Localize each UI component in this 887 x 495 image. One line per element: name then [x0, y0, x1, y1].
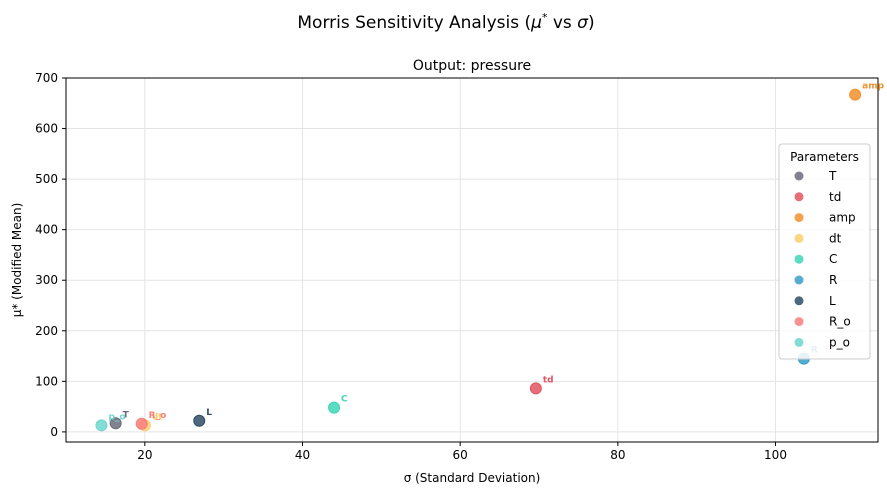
legend: Parameters Ttd amp dt CRL R_o p_o [778, 143, 871, 360]
x-tick-label: 80 [610, 448, 625, 462]
legend-label-l: L [829, 294, 836, 308]
point-p-o [95, 419, 108, 432]
y-tick-label: 100 [35, 374, 58, 388]
legend-marker-l [794, 296, 804, 306]
y-tick-label: 200 [35, 324, 58, 338]
point-t [109, 417, 122, 430]
y-tick-label: 300 [35, 273, 58, 287]
point-label-t: T [123, 410, 130, 420]
legend-label-p-o: p_o [829, 335, 850, 349]
legend-title: Parameters [790, 150, 859, 164]
legend-marker-r [794, 275, 804, 285]
x-tick-label: 40 [295, 448, 310, 462]
point-label-r-o: R_o [149, 411, 167, 421]
x-tick-label: 100 [764, 448, 787, 462]
point-c [328, 401, 341, 414]
point-amp [849, 88, 862, 101]
x-tick-label: 20 [137, 448, 152, 462]
legend-box [778, 143, 871, 360]
x-tick-label: 60 [453, 448, 468, 462]
x-axis-label: σ (Standard Deviation) [404, 471, 541, 485]
legend-label-amp: amp [829, 211, 856, 225]
y-tick-label: 500 [35, 172, 58, 186]
grid-lines [66, 77, 878, 442]
legend-label-t: T [828, 169, 837, 183]
legend-marker-p-o [794, 337, 804, 347]
point-r-o [135, 417, 148, 430]
point-label-dt: dt [152, 412, 163, 422]
y-tick-label: 700 [35, 71, 58, 85]
legend-marker-amp [794, 213, 804, 223]
y-tick-label: 0 [50, 425, 58, 439]
data-points [95, 88, 862, 432]
chart-title: Output: pressure [413, 58, 531, 74]
y-tick-label: 600 [35, 122, 58, 136]
legend-marker-dt [794, 233, 804, 243]
legend-label-r: R [829, 273, 837, 287]
y-axis-label: μ* (Modified Mean) [10, 203, 24, 318]
legend-marker-r-o [794, 317, 804, 327]
legend-label-c: C [829, 252, 837, 266]
point-td [529, 382, 542, 395]
legend-marker-t [794, 171, 804, 181]
legend-label-r-o: R_o [829, 315, 851, 329]
plot-area-frame [65, 77, 879, 443]
axis-ticks: 20 40 60 80 100 0 100 200 300 400 500 600 700 [35, 71, 787, 462]
point-label-amp: amp [862, 82, 884, 92]
point-label-td: td [543, 375, 554, 385]
legend-marker-c [794, 254, 804, 264]
point-label-p-o: p_o [108, 412, 125, 422]
y-tick-label: 400 [35, 223, 58, 237]
legend-marker-td [794, 192, 804, 202]
point-l [193, 414, 206, 427]
legend-label-td: td [829, 190, 841, 204]
point-label-l: L [206, 408, 212, 418]
point-label-c: C [341, 395, 348, 405]
legend-label-dt: dt [829, 231, 842, 245]
figure-suptitle: Morris Sensitivity Analysis (μ* vs σ) [297, 11, 594, 33]
